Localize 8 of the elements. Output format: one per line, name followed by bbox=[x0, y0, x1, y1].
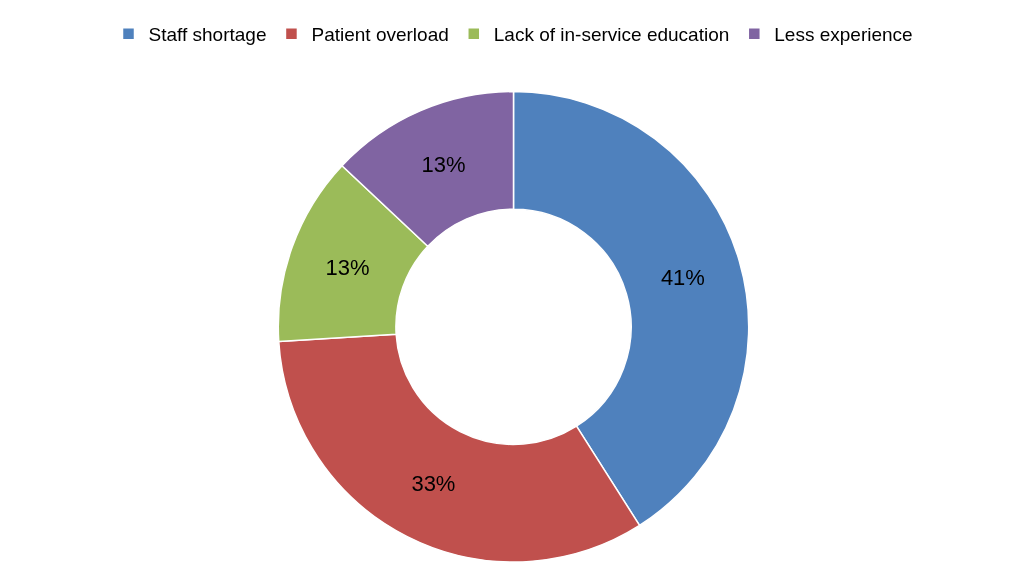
legend-label: Lack of in-service education bbox=[493, 24, 730, 46]
legend-label: Staff shortage bbox=[148, 24, 267, 46]
legend-label: Patient overload bbox=[311, 24, 449, 46]
data-label: 33% bbox=[411, 471, 456, 497]
data-label: 13% bbox=[421, 152, 466, 178]
legend-label: Less experience bbox=[774, 24, 913, 46]
data-label: 41% bbox=[660, 265, 705, 291]
data-label: 13% bbox=[325, 254, 370, 280]
